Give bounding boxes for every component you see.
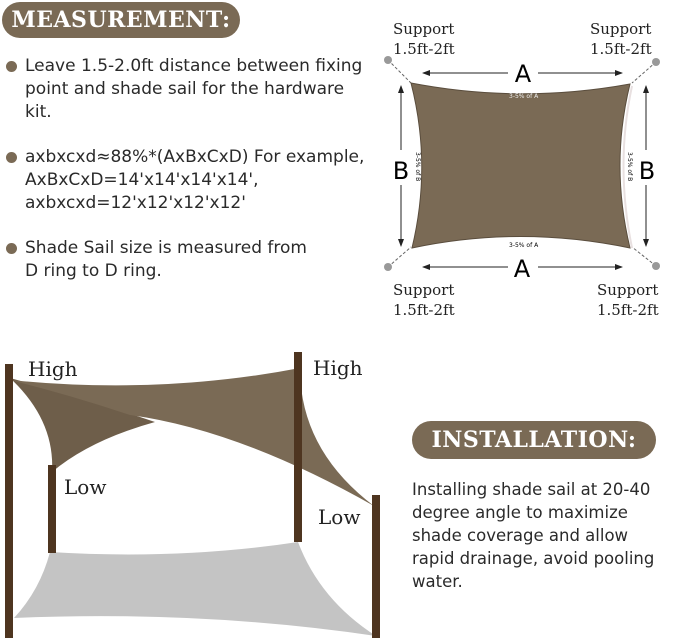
support-point-icon [384, 56, 392, 64]
bullet-text: D ring to D ring. [25, 261, 162, 281]
support-label-top-left: Support 1.5ft-2ft [393, 20, 455, 58]
bullet-item: Leave 1.5-2.0ft distance between fixing … [4, 55, 389, 124]
bullet-text: axbxcxd=12'x12'x12'x12' [25, 193, 246, 213]
support-label-bottom-left: Support 1.5ft-2ft [393, 281, 455, 319]
sail-edge-highlight [622, 85, 633, 249]
sag-a-top: 3-5% of A [509, 93, 539, 100]
bullet-item: axbxcxd≈88%*(AxBxCxD) For example, AxBxC… [4, 146, 389, 215]
sag-b-right: 3-5% of B [626, 152, 633, 181]
sail-main [10, 368, 374, 506]
dim-a-bottom: A [514, 255, 531, 283]
sail-left-fold [10, 378, 155, 472]
support-point-icon [384, 263, 392, 271]
dim-b-right: B [639, 157, 655, 185]
measurement-bullets: Leave 1.5-2.0ft distance between fixing … [4, 55, 389, 305]
bullet-dot-icon [6, 61, 17, 72]
support-points [384, 56, 660, 271]
post-high-right [294, 352, 302, 542]
bullet-text: point and shade sail for the hardware [25, 79, 345, 99]
support-label-top-right: Support 1.5ft-2ft [590, 20, 652, 58]
support-label-bottom-right: Support 1.5ft-2ft [597, 281, 659, 319]
dimension-arrows [398, 70, 649, 270]
label-high-right: High [313, 356, 363, 380]
bullet-dot-icon [6, 152, 17, 163]
bullet-text: Shade Sail size is measured from [25, 238, 307, 258]
post-low-right [372, 495, 380, 638]
sail-shadow [14, 542, 376, 636]
installation-heading: INSTALLATION: [412, 421, 656, 459]
dim-b-left: B [393, 157, 409, 185]
post-low-left [48, 465, 56, 553]
dim-a-top: A [515, 60, 532, 88]
bullet-item: Shade Sail size is measured from D ring … [4, 237, 389, 283]
post-high-left [5, 364, 13, 638]
sail-shape [410, 82, 631, 249]
support-lines [387, 59, 657, 268]
sag-a-bottom: 3-5% of A [509, 242, 539, 249]
bullet-text: kit. [25, 102, 52, 122]
label-low-right: Low [318, 505, 361, 529]
label-low-left: Low [64, 475, 107, 499]
label-high-left: High [28, 357, 78, 381]
support-point-icon [652, 262, 660, 270]
bullet-text: axbxcxd≈88%*(AxBxCxD) For example, [25, 147, 365, 167]
installation-text: Installing shade sail at 20-40 degree an… [412, 480, 655, 591]
support-point-icon [652, 58, 660, 66]
bullet-dot-icon [6, 243, 17, 254]
measurement-heading: MEASUREMENT: [2, 2, 240, 38]
sag-b-left: 3-5% of B [414, 152, 421, 181]
bullet-text: AxBxCxD=14'x14'x14'x14', [25, 170, 259, 190]
bullet-text: Leave 1.5-2.0ft distance between fixing [25, 56, 363, 76]
